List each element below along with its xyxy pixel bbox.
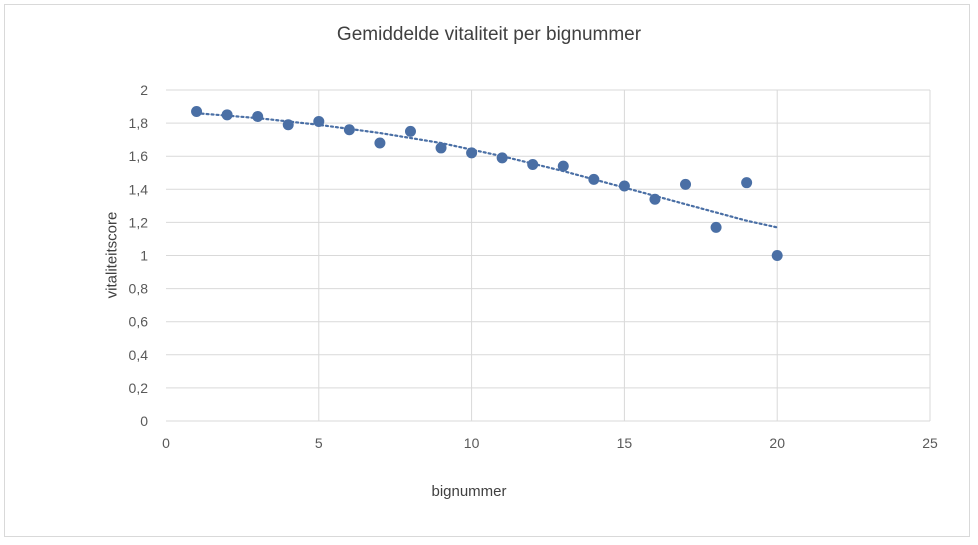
y-tick-label: 1,4 <box>129 181 149 197</box>
data-point <box>404 125 416 137</box>
data-point <box>252 110 264 122</box>
tick-labels: 00,20,40,60,811,21,41,61,820 5 10 15 20 25 <box>129 82 938 451</box>
x-tick-label: 5 <box>315 435 323 451</box>
x-tick-label: 10 <box>464 435 480 451</box>
data-point <box>221 109 233 121</box>
x-axis-label: bignummer <box>431 483 507 500</box>
data-point <box>466 147 478 159</box>
data-point <box>374 137 386 149</box>
data-point <box>588 173 600 185</box>
y-tick-label: 0,8 <box>129 281 149 297</box>
grid <box>166 89 931 422</box>
y-tick-label: 2 <box>140 82 148 98</box>
data-point <box>741 177 753 189</box>
chart-frame <box>4 4 970 537</box>
y-tick-label: 0 <box>140 413 148 429</box>
data-point <box>313 115 325 127</box>
trendline <box>195 112 779 229</box>
y-tick-label: 1 <box>140 248 148 264</box>
y-tick-label: 1,8 <box>129 115 149 131</box>
x-tick-label: 20 <box>769 435 785 451</box>
data-point <box>649 193 661 205</box>
trendline-layer <box>195 112 779 229</box>
data-point <box>496 152 508 164</box>
y-tick-label: 1,6 <box>129 148 149 164</box>
data-point <box>191 106 203 118</box>
x-tick-label: 25 <box>922 435 938 451</box>
data-point <box>343 124 355 136</box>
data-point <box>435 142 447 154</box>
data-point <box>527 158 539 170</box>
y-tick-label: 0,4 <box>129 347 149 363</box>
data-point <box>618 180 630 192</box>
x-tick-label: 0 <box>162 435 170 451</box>
y-tick-label: 0,6 <box>129 314 149 330</box>
data-point <box>557 160 569 172</box>
chart-title: Gemiddelde vitaliteit per bignummer <box>336 24 642 45</box>
data-point <box>680 178 692 190</box>
y-tick-label: 0,2 <box>129 380 149 396</box>
data-point <box>771 250 783 261</box>
data-point <box>282 119 294 131</box>
data-points <box>191 106 783 261</box>
data-point <box>710 221 722 233</box>
x-tick-label: 15 <box>617 435 633 451</box>
y-tick-label: 1,2 <box>129 214 149 230</box>
